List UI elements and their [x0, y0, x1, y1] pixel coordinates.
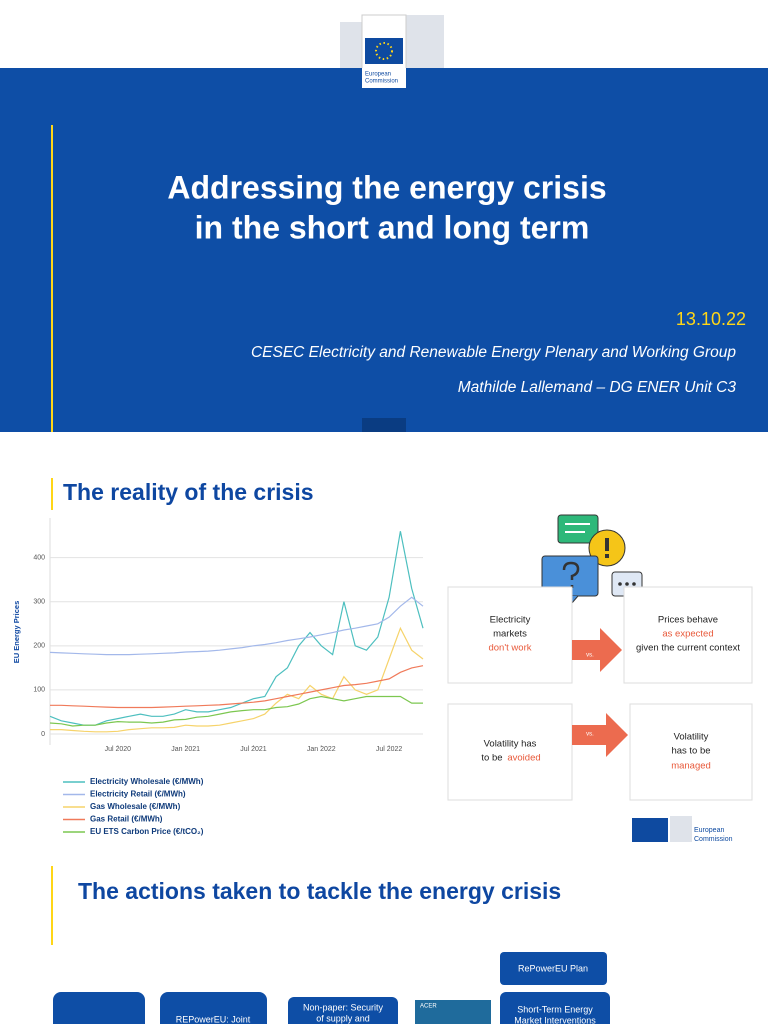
action-button [160, 992, 267, 1024]
box-text: given the current context [636, 643, 740, 654]
legend-label: Gas Retail (€/MWh) [90, 815, 163, 824]
action-button [500, 992, 610, 1024]
legend-label: Electricity Retail (€/MWh) [90, 790, 186, 799]
chat-icon [557, 514, 599, 544]
box-highlight: avoided [507, 753, 540, 764]
icon-glyph [625, 582, 629, 586]
y-tick-label: 0 [41, 731, 45, 738]
action-label: Short-Term Energy [517, 1004, 593, 1014]
arrow [572, 713, 628, 757]
y-tick-label: 400 [33, 555, 45, 562]
box-text: Volatility has [484, 739, 537, 750]
logo-text: European [365, 72, 391, 78]
logo-text: European [694, 827, 724, 834]
date: 13.10.22 [676, 309, 746, 329]
x-tick-label: Jan 2022 [307, 746, 336, 753]
action-button [500, 952, 607, 985]
box-text: markets [493, 629, 527, 640]
eu-flag [365, 38, 403, 64]
x-tick-label: Jan 2021 [171, 746, 200, 753]
eu-flag [632, 818, 668, 842]
action-label: Non-paper: Security [303, 1002, 384, 1012]
box-text: Prices behave [658, 615, 718, 626]
title: Addressing the energy crisis [167, 169, 606, 205]
x-tick-label: Jul 2020 [105, 746, 132, 753]
legend-label: Gas Wholesale (€/MWh) [90, 802, 181, 811]
box [623, 586, 753, 684]
legend-label: EU ETS Carbon Price (€/tCO₂) [90, 827, 204, 836]
box-highlight: don't work [488, 643, 531, 654]
series-line [49, 596, 424, 656]
logo-building [340, 22, 362, 68]
logo-text: Commission [365, 79, 398, 85]
box-text: to be [481, 753, 502, 764]
box-text: has to be [671, 746, 710, 757]
action-label: Market Interventions [514, 1015, 596, 1024]
box-text: Volatility [674, 732, 709, 743]
series-line [49, 531, 424, 726]
action-label: REPowerEU: Joint [176, 1014, 251, 1024]
box [447, 703, 573, 801]
x-tick-label: Jul 2022 [376, 746, 403, 753]
legend-label: Electricity Wholesale (€/MWh) [90, 777, 204, 786]
x-tick-label: Jul 2021 [240, 746, 267, 753]
vs-label: vs. [586, 653, 594, 659]
vs-label: vs. [586, 732, 594, 738]
action-button [288, 997, 398, 1024]
y-tick-label: 300 [33, 599, 45, 606]
series-line [50, 665, 424, 709]
author: Mathilde Lallemand – DG ENER Unit C3 [458, 379, 737, 396]
action-label: RePowerEU Plan [518, 963, 588, 973]
slide-title: The actions taken to tackle the energy c… [78, 878, 561, 904]
box [447, 586, 573, 684]
action-label: of supply and [316, 1013, 370, 1023]
arrow [572, 628, 622, 672]
y-tick-label: 100 [33, 687, 45, 694]
tab [362, 418, 406, 432]
acer-image [415, 1000, 491, 1024]
logo-building [406, 15, 444, 68]
series-line [49, 695, 423, 727]
box-highlight: as expected [662, 629, 713, 640]
box-highlight: managed [671, 761, 711, 772]
slide-title: The reality of the crisis [63, 479, 314, 505]
icon-glyph [605, 554, 609, 558]
box [629, 703, 753, 801]
box-text: Electricity [490, 615, 531, 626]
y-axis-label: EU Energy Prices [12, 601, 21, 664]
logo-card [362, 68, 406, 88]
action-label: ACER [420, 1004, 437, 1010]
title-band [0, 68, 768, 432]
subtitle: CESEC Electricity and Renewable Energy P… [251, 344, 736, 361]
logo-text: Commission [694, 836, 733, 843]
logo-building [670, 816, 692, 842]
series-line [50, 626, 424, 733]
y-tick-label: 200 [33, 643, 45, 650]
icon-glyph [605, 538, 609, 551]
action-button [53, 992, 145, 1024]
eu-stars [375, 42, 393, 60]
icon-glyph [632, 582, 636, 586]
icon-glyph [618, 582, 622, 586]
title: in the short and long term [195, 209, 590, 245]
